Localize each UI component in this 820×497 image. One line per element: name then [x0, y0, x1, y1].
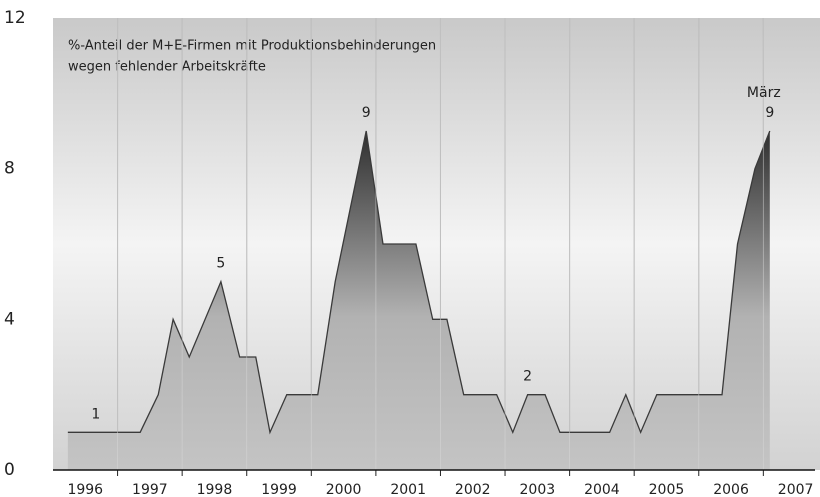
x-tick-label: 2004: [584, 482, 620, 497]
area: [67, 131, 770, 470]
data-label: 1: [91, 406, 100, 422]
y-tick-label: 8: [4, 159, 15, 179]
x-tick-label: 1997: [132, 482, 168, 497]
y-tick-label: 4: [4, 309, 15, 329]
x-tick-label: 1999: [261, 482, 297, 497]
x-tick-label: 1998: [197, 482, 233, 497]
y-tick-label: 12: [4, 8, 26, 28]
data-label: 9: [765, 105, 774, 121]
y-tick-label: 0: [4, 460, 15, 480]
x-tick-label: 2006: [713, 482, 749, 497]
x-tick-label: 2007: [778, 482, 814, 497]
annotation: März: [747, 85, 781, 101]
x-tick-label: 2000: [326, 482, 362, 497]
data-label: 9: [362, 105, 371, 121]
x-tick-label: 2001: [390, 482, 426, 497]
data-label: 2: [523, 369, 532, 385]
chart-title: %-Anteil der M+E-Firmen mit Produktionsb…: [68, 39, 436, 54]
x-tick-label: 2005: [649, 482, 685, 497]
x-tick-label: 1996: [67, 482, 103, 497]
line: [67, 130, 771, 435]
x-tick-label: 2002: [455, 482, 491, 497]
x-tick-label: 2003: [520, 482, 556, 497]
chart-subtitle: wegen fehlender Arbeitskräfte: [68, 60, 266, 75]
data-label: 5: [216, 256, 225, 272]
